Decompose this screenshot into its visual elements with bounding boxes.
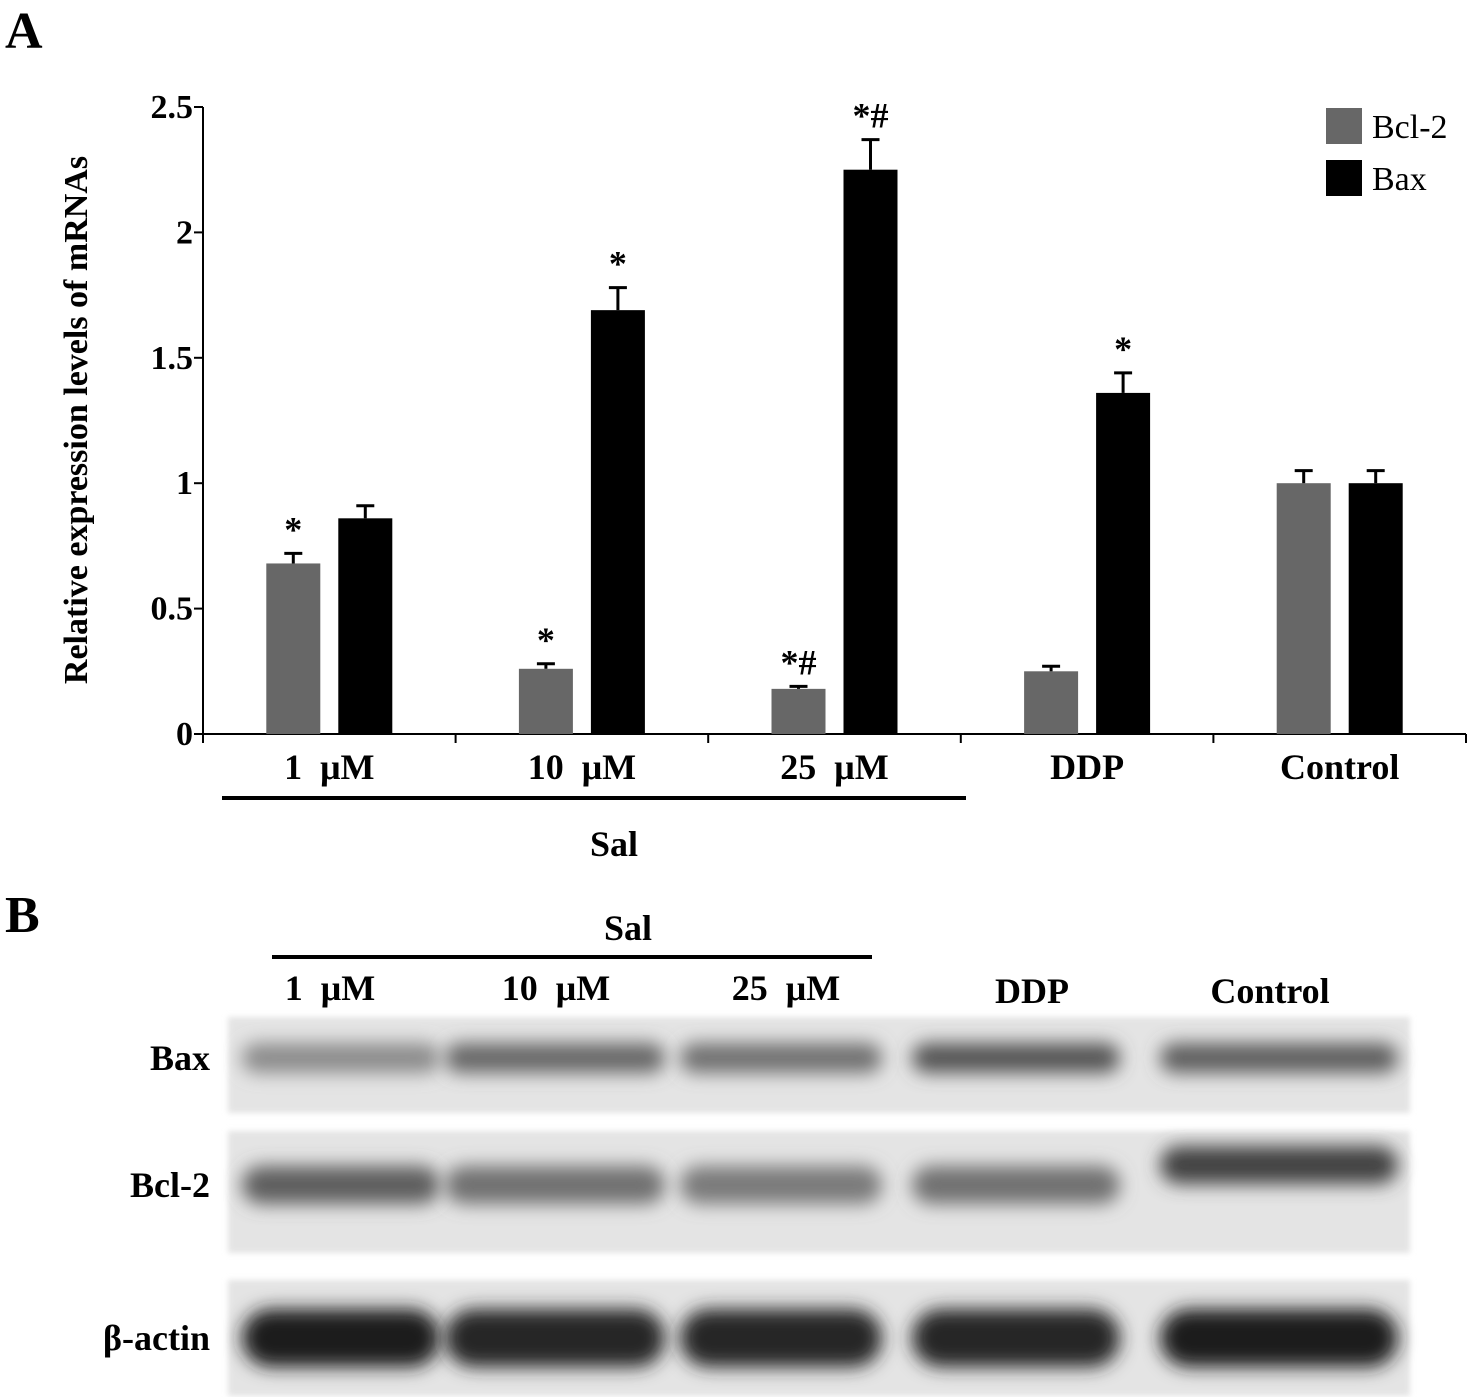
bar-bcl-2-4 bbox=[1276, 483, 1331, 734]
significance-markers: * * * *# *# * bbox=[284, 96, 1132, 683]
blot-row-label-0: Bax bbox=[150, 1038, 210, 1078]
blot-lane-label-0: 1 μM bbox=[285, 968, 375, 1008]
legend-swatch-1 bbox=[1326, 160, 1362, 196]
blot-band bbox=[680, 1309, 882, 1367]
y-tick-label: 0 bbox=[176, 716, 193, 753]
significance-marker: *# bbox=[853, 96, 889, 136]
blot-row-β-actin: β-actin bbox=[103, 1280, 1410, 1396]
sal-group-label: Sal bbox=[590, 824, 638, 864]
blot-band bbox=[1160, 1043, 1398, 1073]
bar-bcl-2-2 bbox=[771, 688, 826, 734]
y-tick-labels: 0 0.5 1 1.5 2 2.5 bbox=[151, 89, 194, 753]
blot-band bbox=[242, 1309, 440, 1367]
panel-b-letter: B bbox=[5, 887, 40, 944]
significance-marker: * bbox=[537, 620, 555, 660]
y-tick-label: 0.5 bbox=[151, 591, 194, 628]
blot-lane-label-1: 10 μM bbox=[502, 968, 610, 1008]
bar-bax-0 bbox=[338, 518, 393, 734]
bar-bax-2 bbox=[843, 169, 898, 734]
bar-bcl-2-1 bbox=[518, 668, 573, 734]
blot-row-label-1: Bcl-2 bbox=[130, 1165, 210, 1205]
panel-a-letter: A bbox=[5, 3, 43, 60]
blot-band bbox=[912, 1043, 1120, 1073]
blot-row-label-2: β-actin bbox=[103, 1318, 210, 1358]
y-tick-label: 1 bbox=[176, 465, 193, 502]
legend: Bcl-2 Bax bbox=[1326, 108, 1448, 198]
category-labels: 1 μM 10 μM 25 μM DDP Control bbox=[284, 747, 1399, 787]
bar-bcl-2-3 bbox=[1024, 671, 1079, 734]
legend-label-0: Bcl-2 bbox=[1372, 109, 1448, 146]
blot-band bbox=[912, 1309, 1120, 1367]
blot-band bbox=[1160, 1309, 1398, 1367]
y-tick-label: 2 bbox=[176, 214, 193, 251]
bar-bax-4 bbox=[1348, 483, 1403, 734]
blot-band bbox=[445, 1043, 665, 1073]
chart-bars bbox=[266, 138, 1403, 734]
blot-band bbox=[912, 1166, 1120, 1204]
blot-lane-label-4: Control bbox=[1210, 971, 1329, 1011]
y-tick-label: 2.5 bbox=[151, 89, 194, 126]
category-label-4: Control bbox=[1280, 747, 1399, 787]
y-axis-title: Relative expression levels of mRNAs bbox=[58, 156, 95, 684]
category-label-3: DDP bbox=[1050, 747, 1124, 787]
blot-row-Bax: Bax bbox=[150, 1017, 1410, 1113]
blot-lane-label-2: 25 μM bbox=[732, 968, 840, 1008]
category-label-1: 10 μM bbox=[528, 747, 636, 787]
blot-band bbox=[680, 1043, 882, 1073]
blot-band bbox=[680, 1166, 882, 1204]
western-blot: Bax Bcl-2 β-actin bbox=[103, 1017, 1410, 1396]
category-label-0: 1 μM bbox=[284, 747, 374, 787]
chart-axes bbox=[194, 106, 1467, 743]
blot-band bbox=[242, 1043, 440, 1073]
blot-sal-label: Sal bbox=[604, 908, 652, 948]
legend-swatch-0 bbox=[1326, 108, 1362, 144]
significance-marker: *# bbox=[781, 642, 817, 682]
significance-marker: * bbox=[1114, 329, 1132, 369]
blot-band bbox=[242, 1166, 440, 1204]
blot-row-Bcl-2: Bcl-2 bbox=[130, 1131, 1410, 1253]
blot-lane-labels: 1 μM 10 μM 25 μM DDP Control bbox=[285, 968, 1330, 1011]
significance-marker: * bbox=[609, 244, 627, 284]
blot-band bbox=[1160, 1146, 1398, 1184]
blot-band bbox=[445, 1166, 665, 1204]
bar-bcl-2-0 bbox=[266, 563, 321, 734]
bar-bax-3 bbox=[1096, 392, 1151, 734]
blot-lane-label-3: DDP bbox=[995, 971, 1069, 1011]
significance-marker: * bbox=[284, 509, 302, 549]
legend-label-1: Bax bbox=[1372, 161, 1427, 198]
bar-bax-1 bbox=[590, 310, 645, 734]
category-label-2: 25 μM bbox=[780, 747, 888, 787]
y-tick-label: 1.5 bbox=[151, 340, 194, 377]
blot-band bbox=[445, 1309, 665, 1367]
